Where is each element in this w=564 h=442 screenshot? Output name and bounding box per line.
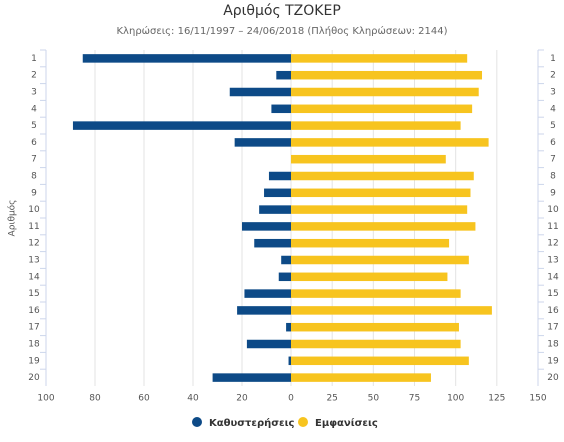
y-tick-label: 14 bbox=[28, 272, 40, 282]
y-tick-label: 4 bbox=[31, 104, 37, 114]
bar bbox=[291, 255, 469, 265]
bar bbox=[234, 138, 291, 147]
bar bbox=[254, 238, 291, 248]
y-tick-label: 1 bbox=[31, 54, 37, 64]
y-tick-label: 16 bbox=[547, 306, 559, 316]
bar bbox=[291, 121, 461, 130]
y-tick-label: 3 bbox=[550, 88, 556, 98]
bar bbox=[291, 289, 461, 298]
y-tick-label: 3 bbox=[31, 88, 37, 98]
y-tick-label: 2 bbox=[550, 71, 556, 81]
y-tick-label: 16 bbox=[28, 306, 40, 316]
bar bbox=[288, 356, 291, 366]
x-tick-label: 80 bbox=[89, 394, 101, 404]
y-tick-label: 19 bbox=[547, 356, 559, 366]
bar bbox=[229, 87, 291, 97]
bar bbox=[276, 70, 291, 80]
x-tick-label: 50 bbox=[368, 394, 380, 404]
bar bbox=[291, 322, 459, 332]
bar bbox=[286, 322, 291, 332]
y-tick-label: 20 bbox=[28, 373, 40, 383]
bar bbox=[291, 238, 450, 248]
bar bbox=[291, 188, 471, 198]
bar bbox=[82, 54, 291, 63]
y-tick-label: 18 bbox=[547, 340, 559, 350]
bar bbox=[291, 205, 468, 214]
bar bbox=[271, 104, 291, 114]
y-tick-label: 11 bbox=[28, 222, 39, 232]
y-tick-label: 5 bbox=[31, 121, 37, 131]
x-tick-label: 100 bbox=[37, 394, 54, 404]
y-tick-label: 7 bbox=[550, 155, 556, 165]
y-tick-label: 8 bbox=[550, 172, 556, 182]
bar bbox=[291, 222, 476, 231]
bar bbox=[259, 205, 291, 214]
x-tick-label: 25 bbox=[326, 394, 337, 404]
x-tick-label: 125 bbox=[488, 394, 505, 404]
bar bbox=[291, 138, 489, 147]
bar bbox=[244, 289, 291, 298]
bar bbox=[291, 306, 492, 315]
y-tick-label: 10 bbox=[547, 205, 559, 215]
y-tick-label: 20 bbox=[547, 373, 559, 383]
y-tick-label: 7 bbox=[31, 155, 37, 165]
y-tick-label: 6 bbox=[550, 138, 556, 148]
bar bbox=[291, 272, 448, 282]
y-tick-label: 14 bbox=[547, 272, 559, 282]
x-tick-label: 100 bbox=[447, 394, 464, 404]
y-tick-label: 2 bbox=[31, 71, 37, 81]
legend-marker bbox=[192, 417, 202, 427]
x-tick-label: 0 bbox=[288, 394, 294, 404]
bar bbox=[291, 87, 479, 97]
y-tick-label: 18 bbox=[28, 340, 40, 350]
y-tick-label: 9 bbox=[31, 188, 37, 198]
y-tick-label: 19 bbox=[28, 356, 40, 366]
y-tick-label: 10 bbox=[28, 205, 40, 215]
y-tick-label: 13 bbox=[547, 256, 558, 266]
y-tick-label: 9 bbox=[550, 188, 556, 198]
bar bbox=[291, 70, 483, 80]
x-tick-label: 150 bbox=[529, 394, 546, 404]
bar bbox=[268, 171, 291, 181]
bar bbox=[264, 188, 291, 198]
bar bbox=[72, 121, 291, 130]
bar bbox=[291, 171, 474, 181]
legend-label: Καθυστερήσεις bbox=[209, 417, 295, 429]
y-tick-label: 13 bbox=[28, 256, 39, 266]
bar bbox=[291, 54, 468, 63]
legend-marker bbox=[298, 417, 308, 427]
bar bbox=[291, 154, 446, 164]
bar bbox=[281, 255, 291, 265]
y-tick-label: 17 bbox=[28, 323, 39, 333]
y-tick-label: 8 bbox=[31, 172, 37, 182]
y-tick-label: 11 bbox=[547, 222, 558, 232]
bar bbox=[212, 373, 291, 382]
y-tick-label: 12 bbox=[28, 239, 39, 249]
bar bbox=[278, 272, 291, 282]
y-tick-label: 12 bbox=[547, 239, 558, 249]
x-tick-label: 60 bbox=[138, 394, 150, 404]
chart-subtitle: Κληρώσεις: 16/11/1997 – 24/06/2018 (Πλήθ… bbox=[117, 25, 448, 37]
x-tick-label: 20 bbox=[236, 394, 248, 404]
y-tick-label: 6 bbox=[31, 138, 37, 148]
bar bbox=[291, 339, 461, 349]
bar bbox=[291, 356, 469, 366]
bar bbox=[237, 306, 291, 315]
y-tick-label: 15 bbox=[547, 289, 558, 299]
chart-title: Αριθμός ΤΖΟΚΕΡ bbox=[223, 3, 341, 19]
y-tick-label: 15 bbox=[28, 289, 39, 299]
bar bbox=[291, 373, 431, 382]
x-tick-label: 40 bbox=[187, 394, 199, 404]
y-tick-label: 4 bbox=[550, 104, 556, 114]
y-tick-label: 5 bbox=[550, 121, 556, 131]
y-tick-label: 17 bbox=[547, 323, 558, 333]
y-axis-title: Αριθμός bbox=[7, 200, 18, 237]
bar bbox=[291, 104, 473, 114]
x-tick-label: 75 bbox=[409, 394, 420, 404]
y-tick-label: 1 bbox=[550, 54, 556, 64]
bar bbox=[242, 222, 291, 231]
bar bbox=[246, 339, 291, 349]
legend-label: Εμφανίσεις bbox=[315, 417, 378, 429]
